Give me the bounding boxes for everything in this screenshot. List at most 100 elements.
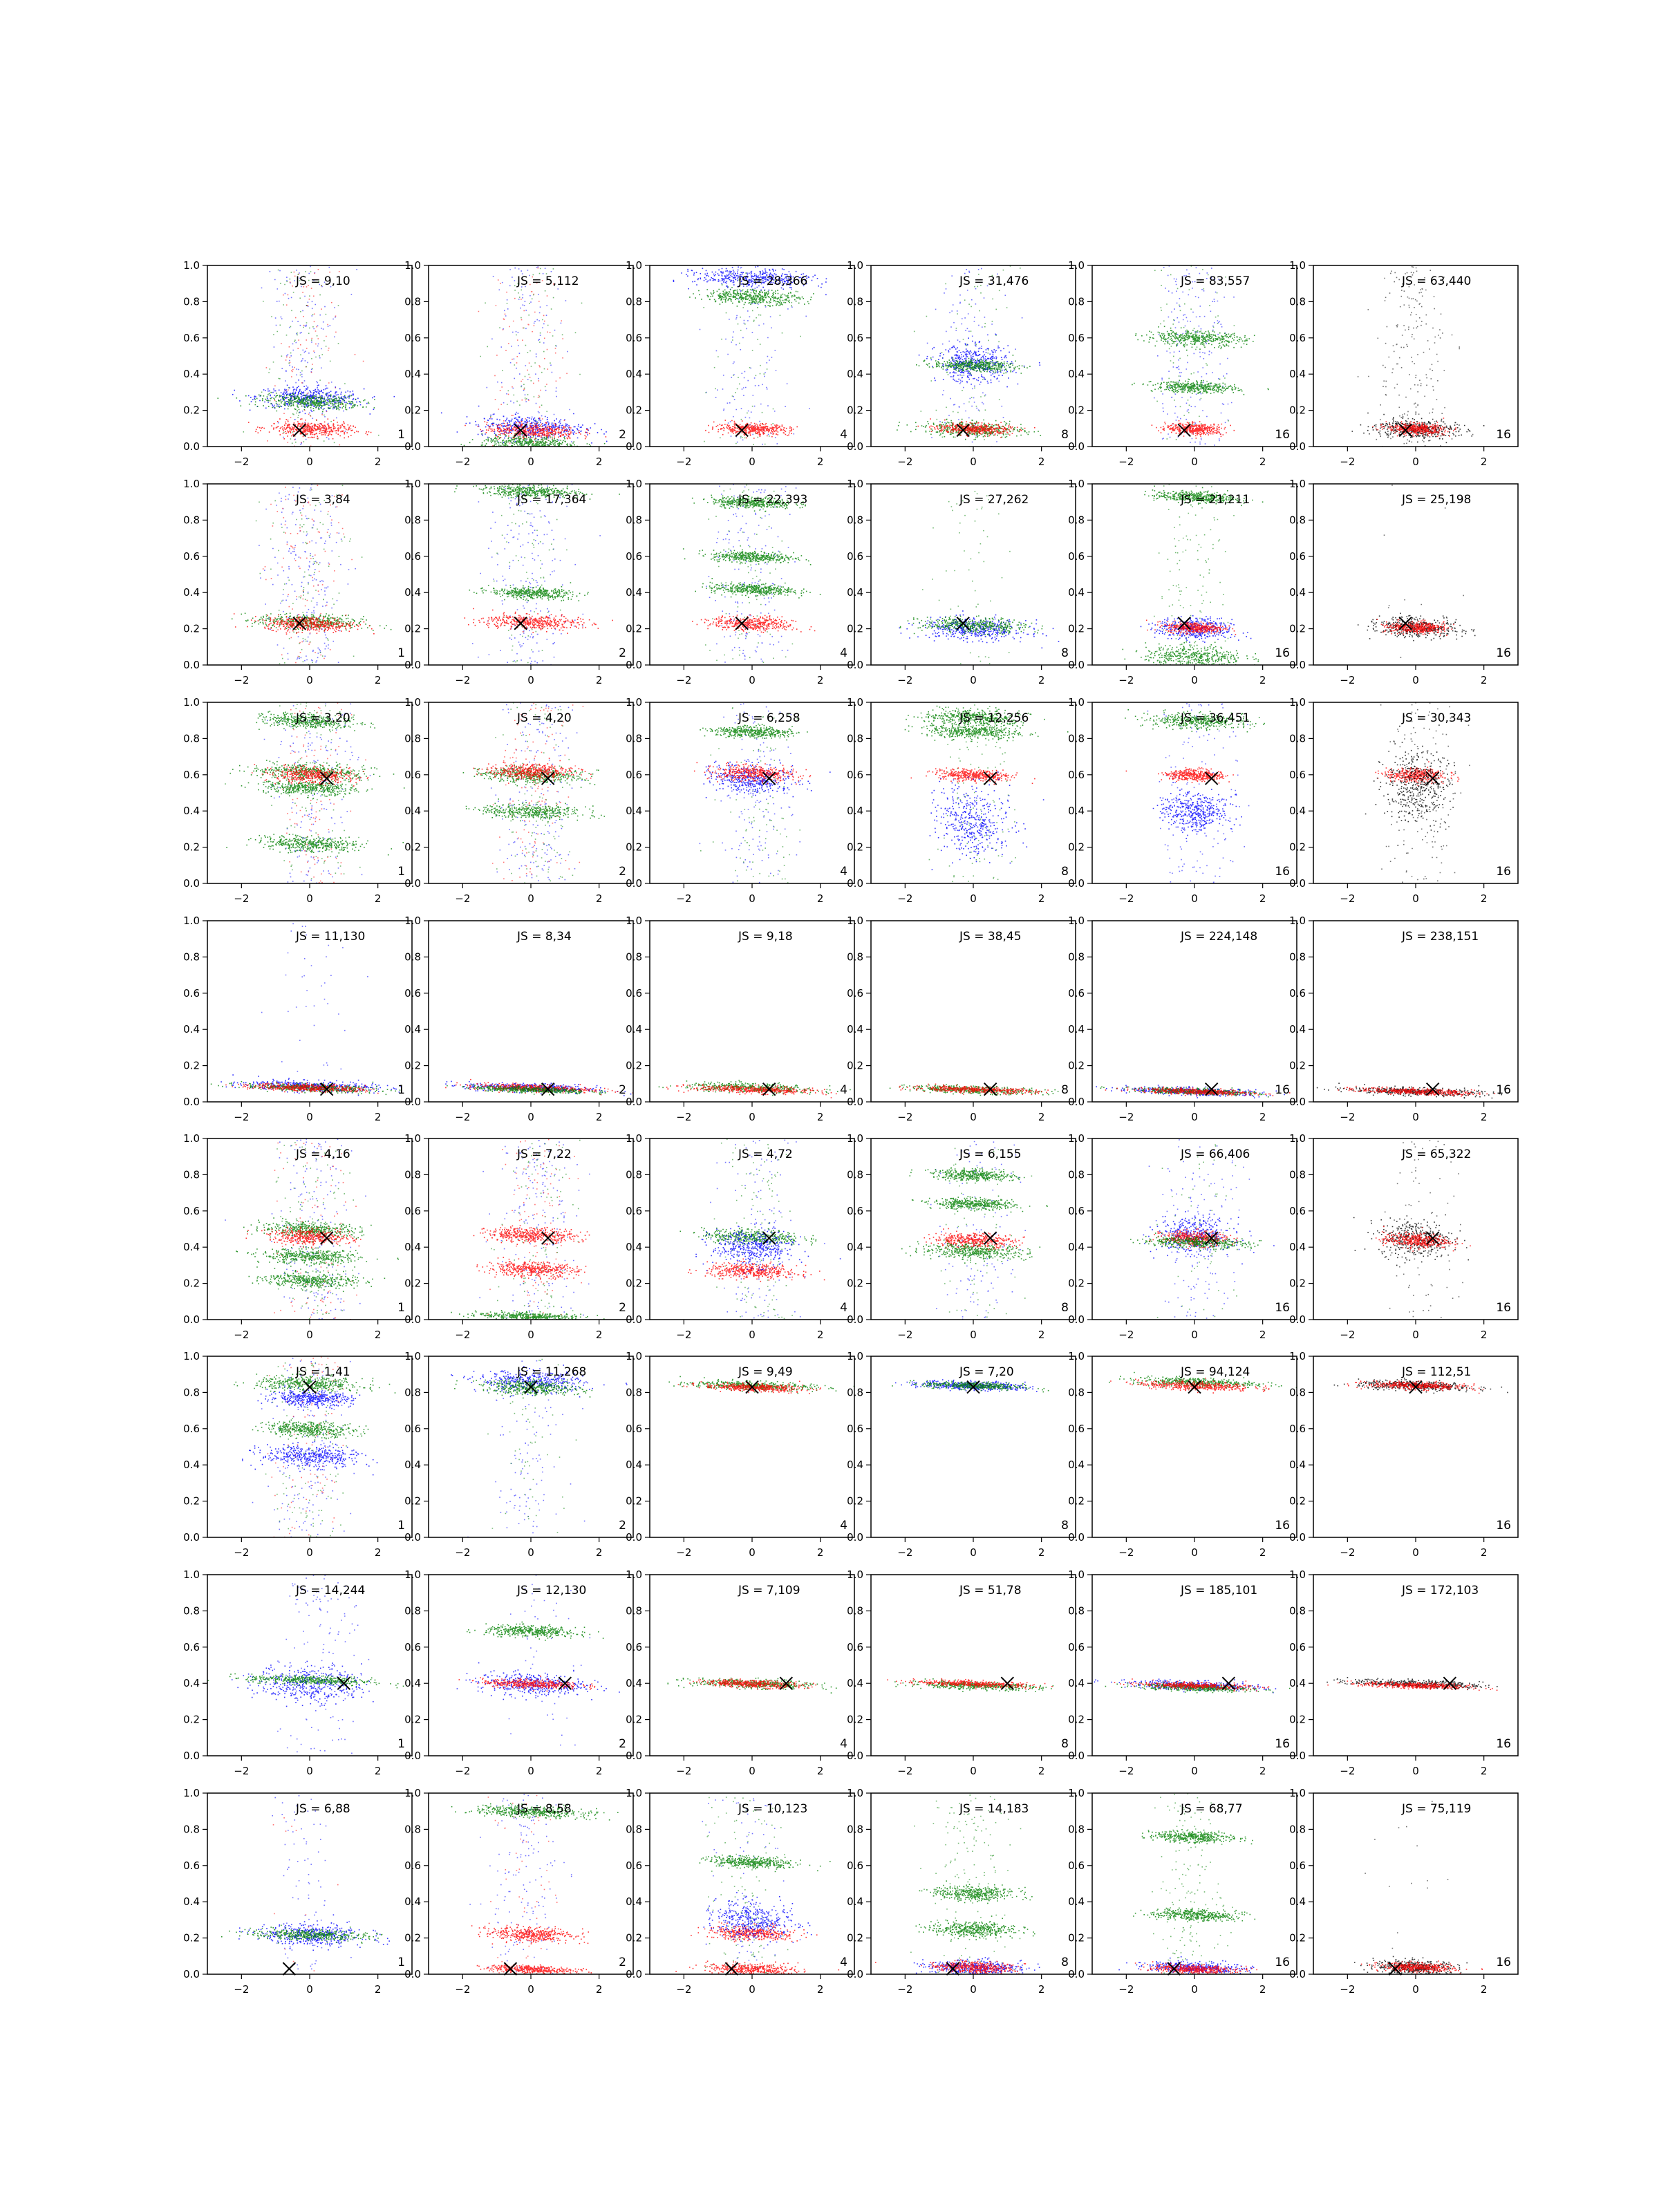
y-tick-label: 0.0	[183, 1968, 200, 1980]
js-label: JS = 172,103	[1401, 1584, 1479, 1597]
haze-blue	[710, 1139, 825, 1319]
x-tick-label: 0	[306, 1329, 313, 1341]
y-tick-label: 0.4	[404, 1023, 421, 1035]
subplot-r5-c5: −2 0 2 0.0 0.2 0.4 0.6 0.8 1.0 JS = 112,51 16	[1289, 1350, 1519, 1559]
js-label: JS = 36,451	[1180, 711, 1250, 725]
y-tick-label: 0.2	[183, 841, 200, 854]
subplot-r4-c3: −2 0 2 0.0 0.2 0.4 0.6 0.8 1.0 JS = 6,155 8	[847, 1132, 1076, 1341]
y-tick-label: 0.6	[183, 1641, 200, 1653]
x-tick-label: 2	[817, 1546, 824, 1559]
subplot-r0-c3: −2 0 2 0.0 0.2 0.4 0.6 0.8 1.0 JS = 31,476 8	[847, 259, 1076, 468]
cluster-green	[894, 1678, 1054, 1692]
y-tick-label: 0.4	[1289, 805, 1306, 817]
axes-frame	[870, 1792, 1076, 1975]
y-tick-label: 0.8	[1068, 950, 1085, 963]
js-label: JS = 66,406	[1180, 1147, 1250, 1161]
haze-red	[487, 1794, 562, 1974]
y-tick-label: 0.0	[404, 659, 421, 671]
y-tick-label: 1.0	[1289, 1787, 1306, 1799]
x-marker	[503, 1962, 518, 1976]
x-tick-label: 0	[306, 1983, 313, 1996]
y-tick-label: 0.8	[626, 295, 642, 308]
cluster-blue	[1152, 782, 1242, 840]
y-tick-label: 0.2	[404, 1495, 421, 1508]
cluster-green	[682, 548, 812, 565]
x-tick-label: 2	[596, 674, 603, 686]
y-tick-label: 0.8	[183, 1823, 200, 1835]
x-tick-label: 2	[1038, 1983, 1045, 1996]
y-tick-label: 0.0	[847, 440, 863, 453]
js-label: JS = 94,124	[1180, 1365, 1250, 1379]
y-tick-label: 0.2	[1289, 404, 1306, 417]
y-tick-label: 1.0	[1068, 915, 1085, 927]
x-marker	[541, 1082, 555, 1096]
cluster-black	[1365, 715, 1456, 846]
cluster-green	[465, 798, 606, 823]
x-tick-label: 2	[1038, 674, 1045, 686]
scatter-points	[1316, 1082, 1508, 1099]
k-label: 1	[397, 428, 405, 442]
x-tick-label: 0	[970, 456, 977, 468]
y-tick-label: 0.8	[1289, 1168, 1306, 1181]
axes-frame	[207, 920, 413, 1103]
cluster-green	[915, 1915, 1035, 1942]
subplot-r7-c2: −2 0 2 0.0 0.2 0.4 0.6 0.8 1.0 JS = 10,123 4	[626, 1787, 855, 1996]
axes-frame	[1313, 265, 1519, 447]
k-label: 1	[397, 1301, 405, 1315]
x-tick-label: 2	[375, 1765, 382, 1777]
subplot-r7-c4: −2 0 2 0.0 0.2 0.4 0.6 0.8 1.0 JS = 68,77 16	[1068, 1787, 1297, 1996]
cluster-red	[1145, 619, 1237, 636]
cluster-green	[234, 1371, 396, 1395]
scatter-points	[901, 1141, 1048, 1320]
k-label: 2	[619, 1083, 626, 1097]
y-tick-label: 0.0	[183, 440, 200, 453]
x-tick-label: 2	[817, 1111, 824, 1123]
y-tick-label: 0.0	[626, 1750, 642, 1762]
x-marker	[292, 617, 306, 630]
x-tick-label: −2	[1340, 1546, 1355, 1559]
js-label: JS = 9,49	[738, 1365, 793, 1379]
js-label: JS = 38,45	[959, 930, 1022, 944]
scatter-points	[887, 1678, 1076, 1692]
y-tick-label: 0.4	[183, 1459, 200, 1471]
scatter-points	[1125, 703, 1265, 883]
k-label: 16	[1496, 1956, 1511, 1969]
y-tick-label: 0.4	[404, 368, 421, 380]
y-tick-label: 0.0	[626, 877, 642, 890]
haze-green	[243, 269, 379, 447]
y-tick-label: 0.4	[404, 1241, 421, 1253]
x-marker	[983, 771, 997, 785]
y-tick-label: 0.2	[404, 1714, 421, 1726]
js-label: JS = 21,211	[1180, 493, 1250, 507]
js-label: JS = 4,16	[295, 1147, 350, 1161]
cluster-green	[679, 1227, 817, 1250]
k-label: 16	[1275, 1083, 1290, 1097]
y-tick-label: 0.4	[626, 805, 642, 817]
y-tick-label: 1.0	[847, 915, 863, 927]
x-marker	[303, 1380, 317, 1394]
k-label: 16	[1496, 428, 1511, 442]
x-tick-label: 0	[527, 1546, 534, 1559]
haze-green	[705, 484, 800, 664]
k-label: 16	[1275, 1301, 1290, 1315]
k-label: 8	[1061, 1301, 1069, 1315]
y-tick-label: 0.6	[626, 987, 642, 1000]
k-label: 2	[619, 1956, 626, 1969]
y-tick-label: 0.2	[404, 841, 421, 854]
x-tick-label: −2	[234, 1983, 249, 1996]
y-tick-label: 0.4	[183, 1895, 200, 1908]
x-tick-label: 0	[306, 1765, 313, 1777]
x-tick-label: 0	[1191, 674, 1198, 686]
y-tick-label: 0.8	[1068, 1386, 1085, 1398]
y-tick-label: 0.2	[1289, 1060, 1306, 1072]
y-tick-label: 0.0	[404, 1313, 421, 1326]
x-tick-label: −2	[676, 892, 691, 905]
haze-black	[1384, 1140, 1463, 1318]
axes-frame	[207, 483, 413, 666]
x-tick-label: 0	[749, 1983, 756, 1996]
x-tick-label: 0	[1191, 456, 1198, 468]
x-tick-label: 2	[1259, 1765, 1266, 1777]
cluster-green	[1135, 326, 1255, 351]
y-tick-label: 0.2	[1068, 404, 1085, 417]
